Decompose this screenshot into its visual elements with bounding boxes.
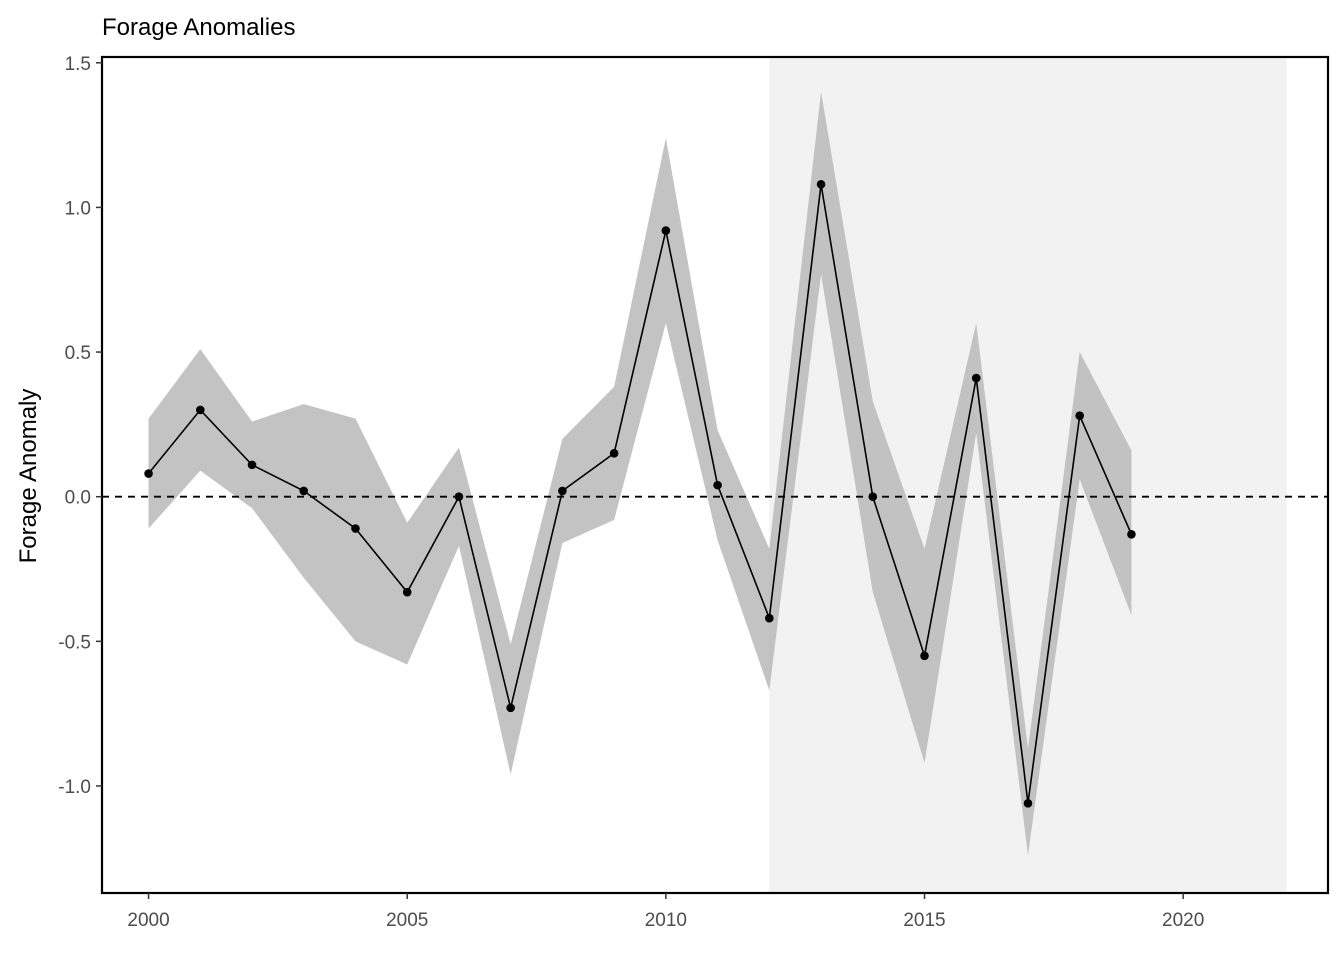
data-point (971, 373, 981, 383)
data-point (247, 460, 257, 470)
data-point (195, 405, 205, 415)
y-tick-label: 1.5 (65, 54, 91, 75)
data-point (816, 179, 826, 189)
x-tick-label: 2020 (1162, 910, 1204, 931)
data-point (144, 469, 153, 478)
plot-border (100, 55, 1330, 895)
data-point (299, 486, 309, 496)
x-tick-label: 2015 (903, 910, 945, 931)
chart-title: Forage Anomalies (102, 14, 295, 41)
y-axis-label: Forage Anomaly (15, 389, 42, 564)
x-tick-label: 2000 (127, 910, 169, 931)
data-point (661, 226, 671, 235)
data-point (868, 492, 878, 501)
series-line (147, 184, 1133, 804)
data-point (506, 703, 515, 713)
data-point (1023, 799, 1033, 808)
plot-area (102, 57, 1328, 893)
y-tick-label: 1.0 (65, 198, 91, 219)
data-point (454, 492, 464, 501)
data-point (609, 449, 619, 458)
y-tick-label: 0.5 (65, 343, 91, 364)
y-tick-label: -0.5 (58, 632, 91, 653)
y-tick-label: -1.0 (58, 777, 91, 798)
x-tick-label: 2010 (645, 910, 687, 931)
data-point (713, 480, 722, 490)
x-tick-label: 2005 (386, 910, 428, 931)
axes: 1.5 1.0 0.5 0.0 -0.5 -1.0 2000 2005 2010 2015 2020 (58, 54, 1330, 931)
data-point (920, 651, 929, 661)
confidence-band (148, 91, 1132, 856)
data-point (558, 486, 567, 496)
data-point (1127, 530, 1136, 539)
data-point (402, 587, 412, 597)
data-point (765, 613, 774, 623)
data-point (1075, 411, 1084, 420)
data-point (351, 524, 360, 533)
y-tick-label: 0.0 (65, 488, 91, 509)
